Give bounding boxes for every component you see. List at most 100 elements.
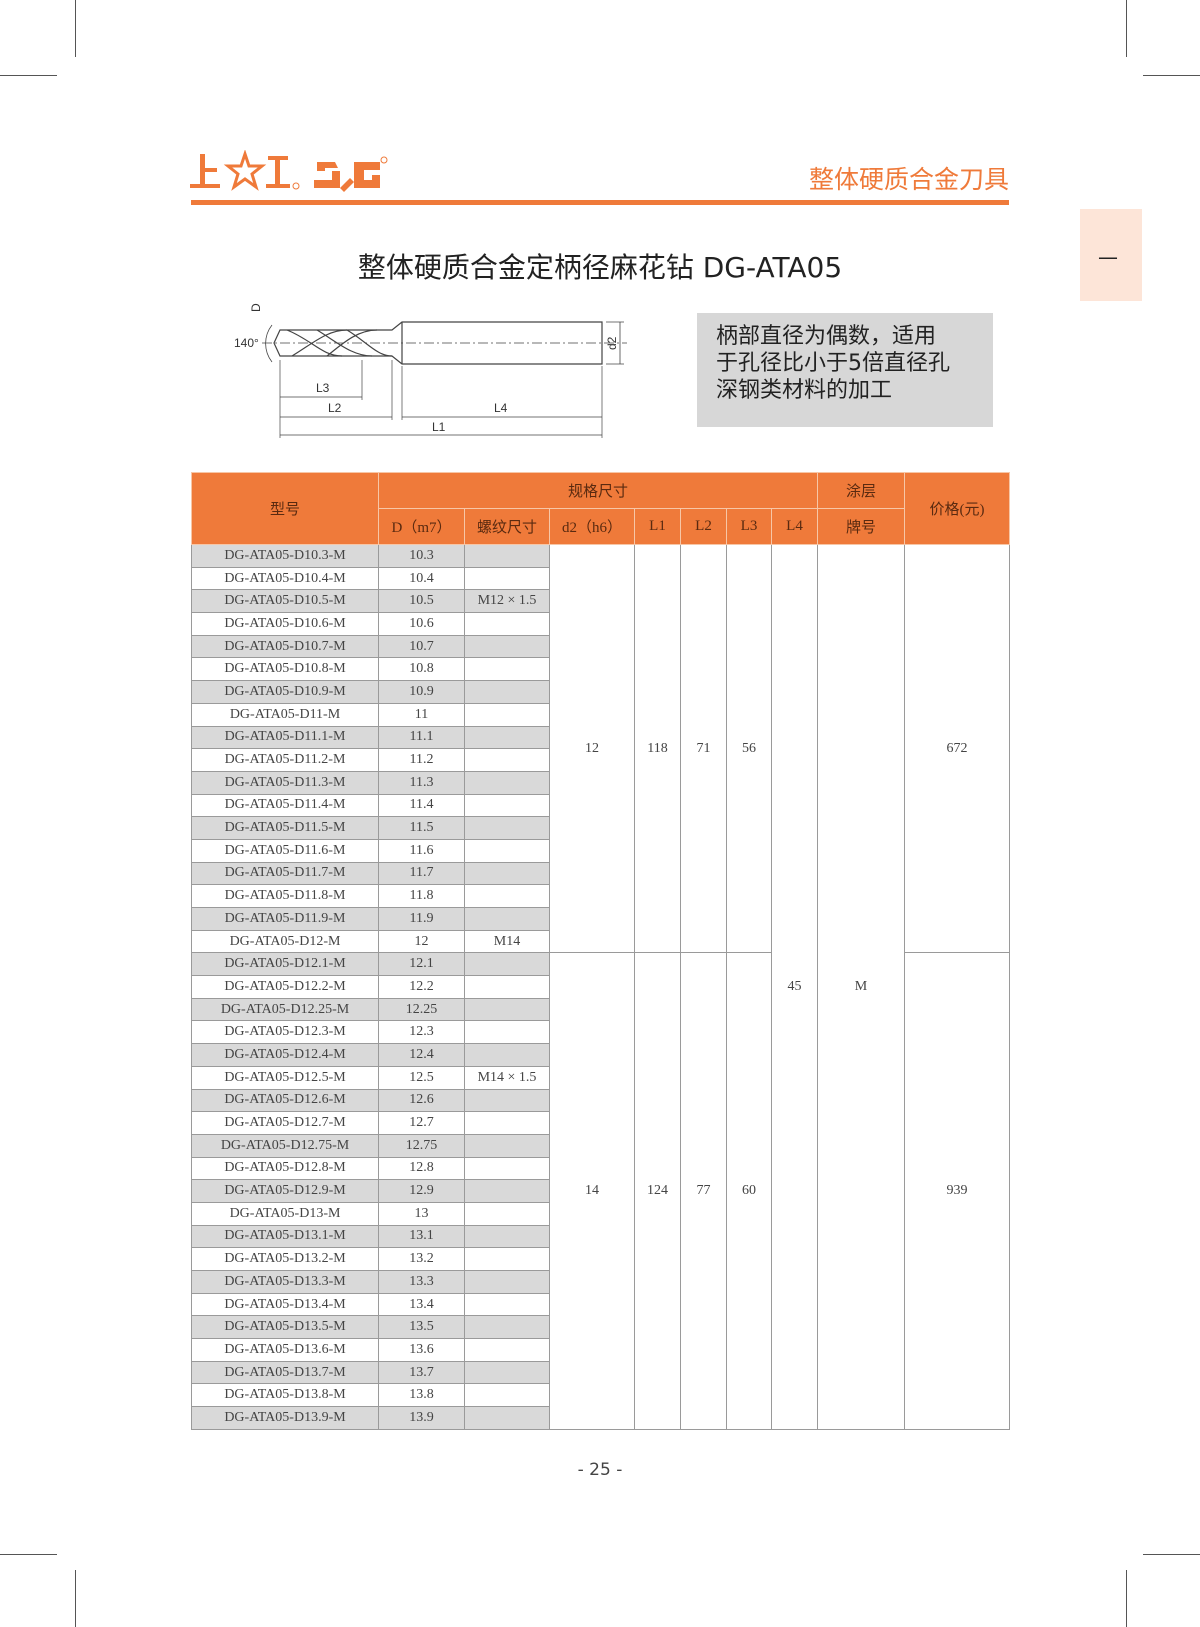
cell-model: DG-ATA05-D10.7-M <box>191 634 379 659</box>
label-L1: L1 <box>432 420 446 434</box>
table-row: DG-ATA05-D13.5-M 13.5 <box>191 1315 1010 1340</box>
spec-table: 型号 规格尺寸 涂层 价格(元) D（m7） 螺纹尺寸 d2（h6） L1 L2… <box>191 472 1011 1430</box>
note-line: 柄部直径为偶数，适用 <box>716 324 937 349</box>
cell-L1: 118 <box>634 543 681 954</box>
cell-diameter: 10.8 <box>378 657 465 682</box>
table-row: DG-ATA05-D12.5-M 12.5 M14 × 1.5 <box>191 1065 1010 1090</box>
cell-L2: 71 <box>680 543 727 954</box>
cell-model: DG-ATA05-D10.4-M <box>191 566 379 591</box>
label-D: D <box>249 303 263 312</box>
cell-thread: M12 × 1.5 <box>464 589 550 614</box>
crop-mark <box>0 75 57 76</box>
category-title: 整体硬质合金刀具 <box>808 165 1009 194</box>
cell-L2: 77 <box>680 952 727 1430</box>
cell-L3: 56 <box>726 543 772 954</box>
cell-thread <box>464 1133 550 1158</box>
cell-diameter: 13.7 <box>378 1360 465 1385</box>
table-row: DG-ATA05-D12.4-M 12.4 <box>191 1043 1010 1067</box>
cell-model: DG-ATA05-D12-M <box>191 929 379 954</box>
table-row: DG-ATA05-D11.9-M 11.9 <box>191 907 1010 931</box>
cell-thread <box>464 1156 550 1181</box>
cell-L1: 124 <box>634 952 681 1430</box>
cell-diameter: 12.2 <box>378 975 465 999</box>
cell-L4: 45 <box>770 544 819 1430</box>
table-row: DG-ATA05-D13.9-M 13.9 <box>191 1406 1010 1430</box>
cell-diameter: 10.7 <box>378 634 465 659</box>
cell-model: DG-ATA05-D13.9-M <box>191 1406 379 1430</box>
cell-model: DG-ATA05-D10.6-M <box>191 612 379 636</box>
cell-diameter: 13.8 <box>378 1383 465 1408</box>
cell-L3: 60 <box>726 952 772 1430</box>
cell-thread <box>464 1360 550 1385</box>
cell-diameter: 12.7 <box>378 1111 465 1135</box>
cell-thread <box>464 634 550 659</box>
table-row: DG-ATA05-D11.2-M 11.2 <box>191 748 1010 772</box>
cell-model: DG-ATA05-D12.9-M <box>191 1179 379 1203</box>
table-row: DG-ATA05-D12.8-M 12.8 <box>191 1156 1010 1181</box>
cell-diameter: 11.5 <box>378 816 465 840</box>
label-L3: L3 <box>316 381 330 395</box>
cell-coating: M <box>817 544 906 1430</box>
cell-thread <box>464 1020 550 1045</box>
cell-d2: 14 <box>549 952 635 1430</box>
cell-diameter: 13.5 <box>378 1315 465 1340</box>
header-L4: L4 <box>770 508 819 545</box>
table-row: DG-ATA05-D10.3-M 10.3 12 118 71 56 45 M 672 <box>191 543 1011 1430</box>
table-row: DG-ATA05-D10.5-M 10.5 M12 × 1.5 <box>191 589 1010 614</box>
cell-model: DG-ATA05-D12.25-M <box>191 997 379 1022</box>
cell-thread <box>464 1292 550 1317</box>
cell-model: DG-ATA05-D12.4-M <box>191 1043 379 1067</box>
label-L2: L2 <box>328 401 342 415</box>
cell-thread <box>464 816 550 840</box>
cell-thread <box>464 1406 550 1430</box>
cell-diameter: 11.8 <box>378 884 465 908</box>
cell-model: DG-ATA05-D11.8-M <box>191 884 379 908</box>
table-row: DG-ATA05-D12.25-M 12.25 <box>191 997 1010 1022</box>
cell-thread <box>464 1270 550 1294</box>
cell-thread <box>464 1043 550 1067</box>
cell-model: DG-ATA05-D12.5-M <box>191 1065 379 1090</box>
cell-model: DG-ATA05-D13.8-M <box>191 1383 379 1408</box>
table-row: DG-ATA05-D10.8-M 10.8 <box>191 657 1010 682</box>
table-row: DG-ATA05-D11.8-M 11.8 <box>191 884 1010 908</box>
side-tab[interactable]: — <box>1080 209 1142 301</box>
cell-model: DG-ATA05-D12.8-M <box>191 1156 379 1181</box>
header-thread: 螺纹尺寸 <box>464 508 550 545</box>
cell-diameter: 10.9 <box>378 680 465 704</box>
cell-thread <box>464 612 550 636</box>
table-row: DG-ATA05-D13.2-M 13.2 <box>191 1247 1010 1271</box>
cell-thread <box>464 725 550 750</box>
cell-diameter: 13 <box>378 1201 465 1226</box>
cell-diameter: 12.25 <box>378 997 465 1022</box>
cell-price: 672 <box>904 543 1011 954</box>
cell-thread <box>464 657 550 682</box>
cell-thread <box>464 838 550 863</box>
cell-diameter: 11.6 <box>378 838 465 863</box>
cell-model: DG-ATA05-D12.75-M <box>191 1133 379 1158</box>
usage-note: 柄部直径为偶数，适用 于孔径比小于5倍直径孔 深钢类材料的加工 <box>697 313 993 427</box>
cell-thread <box>464 702 550 727</box>
cell-thread <box>464 861 550 886</box>
cell-thread <box>464 1315 550 1340</box>
cell-d2: 12 <box>549 543 635 954</box>
cell-diameter: 11.7 <box>378 861 465 886</box>
cell-model: DG-ATA05-D10.3-M <box>191 544 379 568</box>
cell-thread <box>464 544 550 568</box>
table-row: DG-ATA05-D12-M 12 M14 <box>191 929 1010 954</box>
crop-mark <box>75 1570 76 1627</box>
cell-diameter: 11 <box>378 702 465 727</box>
cell-price: 939 <box>904 952 1011 1430</box>
cell-model: DG-ATA05-D12.2-M <box>191 975 379 999</box>
cell-diameter: 12.75 <box>378 1133 465 1158</box>
table-row: DG-ATA05-D11.1-M 11.1 <box>191 725 1010 750</box>
cell-model: DG-ATA05-D12.6-M <box>191 1088 379 1113</box>
cell-diameter: 13.1 <box>378 1224 465 1249</box>
table-row: DG-ATA05-D12.3-M 12.3 <box>191 1020 1010 1045</box>
table-row: DG-ATA05-D10.4-M 10.4 <box>191 566 1010 591</box>
cell-model: DG-ATA05-D13.1-M <box>191 1224 379 1249</box>
cell-thread <box>464 1247 550 1271</box>
crop-mark <box>0 1554 57 1555</box>
cell-diameter: 12.8 <box>378 1156 465 1181</box>
cell-thread <box>464 680 550 704</box>
table-row: DG-ATA05-D13.4-M 13.4 <box>191 1292 1010 1317</box>
